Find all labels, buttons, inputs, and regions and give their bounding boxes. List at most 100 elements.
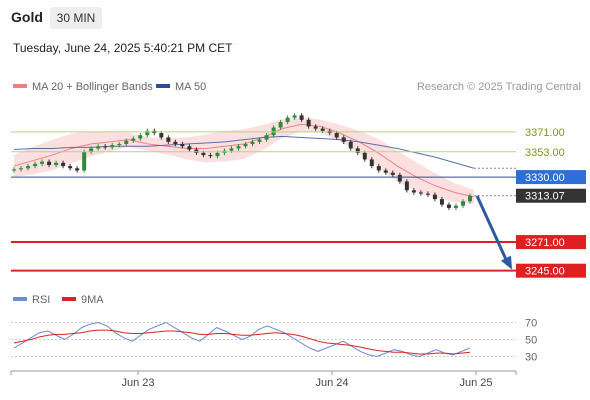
9ma-legend-label: 9MA <box>81 294 104 306</box>
candle-body <box>285 117 290 123</box>
candle-body <box>460 201 465 206</box>
time-axis: Jun 23 Jun 24 Jun 25 <box>10 370 517 389</box>
candle-body <box>341 137 346 142</box>
rsi-legend-label: RSI <box>32 294 50 306</box>
candle-body <box>40 161 45 164</box>
candle-body <box>243 144 248 147</box>
candle-body <box>355 148 360 153</box>
ma20-legend-label: MA 20 + Bollinger Bands <box>32 81 153 93</box>
candle-body <box>89 148 94 152</box>
price-level-label: 3245.00 <box>525 266 565 278</box>
price-level-box <box>516 263 586 278</box>
rsi-series-line <box>13 321 471 358</box>
candle-body <box>334 133 339 138</box>
instrument-title: Gold <box>11 9 43 25</box>
candle-body <box>348 141 353 149</box>
candle-body <box>173 141 178 145</box>
candle-body <box>138 135 143 139</box>
rsi-legend-swatch <box>13 297 27 301</box>
rsi-plot-area: 70 50 30 <box>11 318 537 364</box>
candle-body <box>446 204 451 208</box>
candle-body <box>376 166 381 171</box>
forecast-arrow-shaft <box>475 195 509 263</box>
candle-body <box>12 169 16 171</box>
time-tick-label: Jun 25 <box>459 377 492 389</box>
candle-body <box>145 130 150 136</box>
candle-body <box>390 172 395 175</box>
candle-body <box>19 168 24 170</box>
forecast-arrow-head <box>501 255 512 270</box>
ma50-legend-label: MA 50 <box>175 81 206 93</box>
price-level-label: 3330.00 <box>525 172 565 184</box>
price-level-label: 3371.00 <box>525 127 565 139</box>
rsi-tick-label: 70 <box>525 318 537 330</box>
candle-body <box>468 195 472 202</box>
candle-body <box>271 127 276 136</box>
rsi-tick-label: 50 <box>525 335 537 347</box>
candle-body <box>96 146 101 149</box>
candle-body <box>103 146 108 148</box>
candle-body <box>453 205 458 208</box>
candle-body <box>61 162 66 167</box>
candle-body <box>187 146 192 150</box>
candle-body <box>54 162 59 165</box>
timeframe-button[interactable]: 30 MIN <box>50 7 102 29</box>
candle-body <box>397 174 402 182</box>
price-plot-area: 3371.00 3353.00 3330.00 3313.07 3271.00 3245.… <box>11 113 586 278</box>
candle-body <box>264 135 269 140</box>
candle-body <box>383 170 388 173</box>
chart-datetime: Tuesday, June 24, 2025 5:40:21 PM CET <box>13 41 233 55</box>
rsi-tick-label: 30 <box>525 352 537 364</box>
rsi-legend: RSI 9MA <box>13 294 104 306</box>
candle-body <box>362 152 367 160</box>
candle-body <box>131 138 136 141</box>
candle-body <box>292 115 297 118</box>
candle-body <box>320 128 325 131</box>
candle-body <box>47 161 52 165</box>
candle-body <box>180 144 185 147</box>
chart-header: Gold 30 MIN <box>0 0 590 36</box>
candle-body <box>75 168 80 171</box>
candle-body <box>159 133 164 138</box>
price-level-label: 3271.00 <box>525 237 565 249</box>
candle-body <box>369 159 374 167</box>
candle-body <box>404 181 409 191</box>
candle-body <box>257 139 262 142</box>
price-level-label: 3353.00 <box>525 147 565 159</box>
candle-body <box>306 119 311 127</box>
bollinger-band <box>14 117 474 205</box>
candle-body <box>166 137 171 142</box>
price-level-box <box>516 188 586 203</box>
candle-body <box>124 140 129 145</box>
ma20-legend-swatch <box>13 84 27 88</box>
candle-body <box>26 166 31 169</box>
candle-body <box>425 193 430 195</box>
candle-body <box>299 115 304 120</box>
candle-body <box>110 145 115 148</box>
price-level-label: 3313.07 <box>525 191 565 203</box>
candle-body <box>236 146 241 149</box>
9ma-legend-swatch <box>62 297 76 301</box>
candle-body <box>117 144 122 146</box>
candle-body <box>68 166 73 169</box>
candle-body <box>439 199 444 205</box>
candle-body <box>82 151 87 171</box>
candle-body <box>313 126 318 129</box>
time-tick-label: Jun 24 <box>315 377 348 389</box>
candle-body <box>411 190 416 193</box>
candle-body <box>418 192 423 194</box>
candle-body <box>229 148 234 151</box>
ma50-line <box>13 135 475 169</box>
main-legend: MA 20 + Bollinger Bands MA 50 Research ©… <box>13 81 581 93</box>
candle-body <box>208 155 213 157</box>
candle-body <box>432 194 437 200</box>
candle-body <box>194 149 199 153</box>
rsi-series-line <box>13 329 471 355</box>
candle-body <box>33 163 38 167</box>
candle-body <box>215 152 220 157</box>
price-level-box <box>516 235 586 250</box>
candle-body <box>278 122 283 128</box>
research-credit: Research © 2025 Trading Central <box>417 81 581 93</box>
candle-body <box>201 152 206 156</box>
